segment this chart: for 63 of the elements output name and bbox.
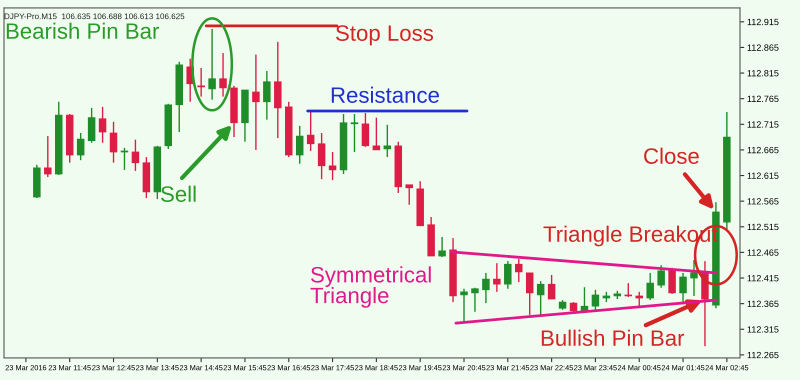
candlestick xyxy=(592,289,600,312)
candlestick xyxy=(405,184,413,206)
candlestick xyxy=(657,264,665,288)
y-tick-label: 112.365 xyxy=(748,300,779,308)
candlestick xyxy=(197,67,205,98)
candlestick xyxy=(482,272,490,304)
candlestick xyxy=(624,282,632,298)
candlestick xyxy=(679,272,687,304)
y-tick-label: 112.815 xyxy=(748,70,779,76)
candlestick xyxy=(602,291,610,303)
y-tick-label: 112.415 xyxy=(748,274,779,282)
candlestick xyxy=(120,147,128,171)
candlestick xyxy=(208,28,216,100)
candlestick xyxy=(263,70,271,120)
candlestick xyxy=(306,110,314,152)
y-tick-label: 112.315 xyxy=(748,326,779,333)
candlestick xyxy=(362,112,370,148)
y-tick-label: 112.665 xyxy=(748,146,779,154)
y-tick-label: 112.865 xyxy=(748,44,779,51)
candlestick xyxy=(558,299,566,310)
candlestick xyxy=(384,124,392,158)
candlestick xyxy=(219,52,227,98)
text: DJPY-Pro.M15 106.635 106.688 106.613 106.625 xyxy=(4,13,184,20)
annotation: Sell xyxy=(161,186,196,202)
y-tick-label: 112.465 xyxy=(748,249,779,256)
candlestick xyxy=(88,107,96,144)
annotation: Resistance xyxy=(332,86,439,103)
y-tick-label: 112.565 xyxy=(748,198,779,205)
candlestick xyxy=(646,272,654,301)
annotation: Close xyxy=(644,148,699,164)
candlestick xyxy=(635,291,643,307)
annotation: Symmetrical Triangle xyxy=(310,266,431,308)
candlestick xyxy=(460,288,468,322)
candlestick xyxy=(110,121,118,164)
candlestick xyxy=(318,132,326,180)
annotation: Bullish Pin Bar xyxy=(542,330,684,346)
annotation: Stop Loss xyxy=(336,25,434,46)
candlestick xyxy=(536,280,544,316)
candlestick xyxy=(98,106,106,144)
y-tick-label: 112.515 xyxy=(748,224,779,230)
y-tick-label: 112.915 xyxy=(748,18,779,26)
annotation: Bearish Pin Bar xyxy=(6,22,160,39)
y-tick-label: 112.265 xyxy=(748,352,779,358)
candlestick xyxy=(471,287,479,313)
candlestick xyxy=(526,272,534,316)
candlestick xyxy=(350,113,358,153)
candlestick xyxy=(252,54,260,151)
candlestick xyxy=(493,262,501,293)
candlestick xyxy=(438,236,446,258)
y-tick-label: 112.615 xyxy=(748,172,779,179)
candlestick xyxy=(44,135,52,178)
candlestick xyxy=(132,138,140,172)
candlestick xyxy=(548,274,556,300)
y-tick-label: 112.715 xyxy=(748,121,779,128)
candlestick xyxy=(515,258,523,283)
candlestick xyxy=(296,125,304,164)
y-tick-label: 112.765 xyxy=(748,96,779,102)
candlestick xyxy=(328,151,336,181)
candlestick xyxy=(690,259,698,297)
candlestick xyxy=(504,260,512,290)
candlestick xyxy=(76,132,84,161)
candlestick xyxy=(372,116,380,151)
candlestick xyxy=(570,301,578,314)
